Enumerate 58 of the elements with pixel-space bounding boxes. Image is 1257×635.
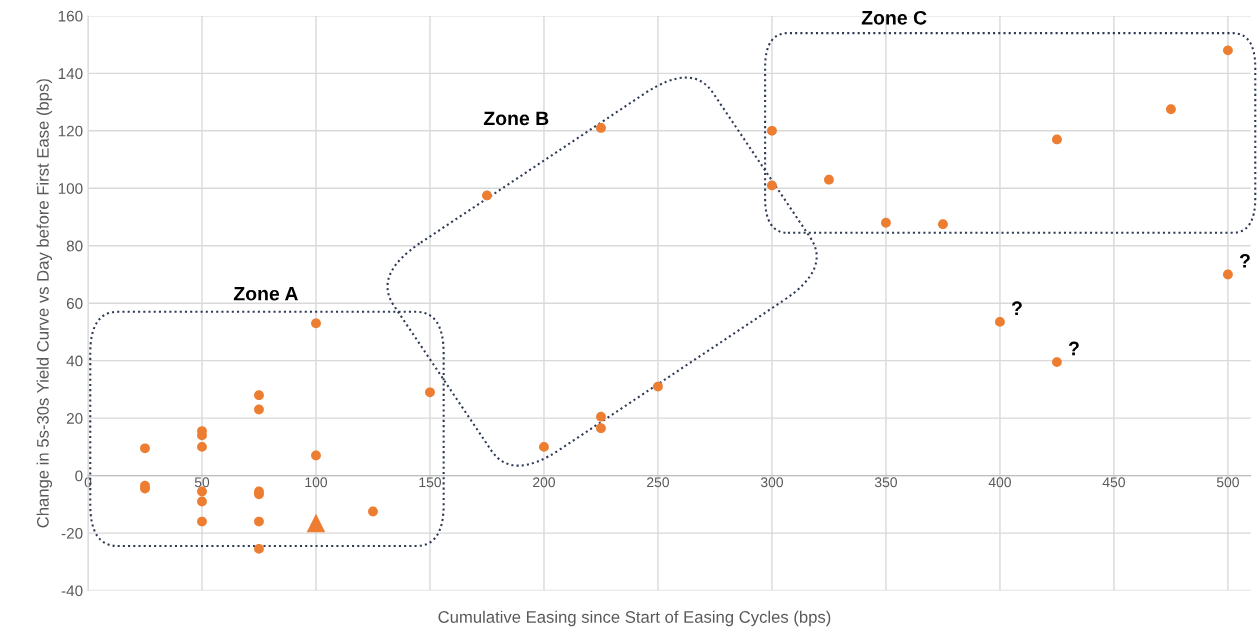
x-tick-label: 150 [419, 477, 442, 488]
y-axis-title: Change in 5s-30s Yield Curve vs Day before First Ease (bps) [36, 79, 53, 528]
point [767, 125, 777, 136]
x-tick-label: 300 [760, 477, 783, 488]
point [1052, 134, 1062, 145]
point [539, 441, 549, 452]
y-tick-label: -20 [61, 527, 83, 539]
point [881, 217, 891, 228]
point [197, 516, 207, 527]
y-tick-label: 160 [58, 10, 83, 22]
x-tick-label: 400 [988, 477, 1011, 488]
point [140, 443, 150, 454]
point [482, 190, 492, 201]
x-tick-label: 50 [194, 477, 210, 488]
x-tick-label: 500 [1216, 477, 1239, 488]
point [254, 516, 264, 527]
annotation: Zone B [483, 111, 549, 126]
point [767, 180, 777, 191]
point [306, 513, 326, 533]
annotation: ? [1068, 341, 1079, 356]
point [596, 411, 606, 422]
x-tick-label: 450 [1102, 477, 1125, 488]
point [425, 387, 435, 398]
point [197, 496, 207, 507]
point [1052, 357, 1062, 368]
point [596, 423, 606, 434]
point [311, 318, 321, 329]
annotation: Zone C [861, 10, 927, 25]
point [254, 543, 264, 554]
x-tick-label: 200 [533, 477, 556, 488]
annotation: ? [1239, 253, 1250, 268]
point [1223, 269, 1233, 280]
x-tick-label: 250 [647, 477, 669, 488]
y-tick-label: 40 [66, 355, 83, 367]
annotation: Zone A [233, 286, 298, 301]
x-axis-title: Cumulative Easing since Start of Easing Cycles (bps) [438, 610, 831, 627]
y-tick-label: 60 [66, 298, 83, 309]
point [1166, 104, 1176, 115]
point [1223, 45, 1233, 56]
y-tick-label: -40 [61, 585, 83, 597]
point [368, 506, 378, 517]
y-tick-label: 80 [66, 240, 83, 252]
point [254, 390, 264, 401]
point [938, 219, 948, 230]
annotation: ? [1011, 301, 1022, 315]
point [995, 316, 1005, 327]
point [197, 441, 207, 452]
point [824, 174, 834, 185]
y-tick-label: 100 [58, 183, 83, 194]
y-tick-label: 120 [58, 125, 83, 137]
x-tick-label: 100 [305, 477, 328, 488]
y-tick-label: 140 [58, 68, 83, 80]
point [653, 381, 663, 392]
point [254, 404, 264, 415]
x-tick-label: 350 [874, 477, 897, 488]
point [311, 450, 321, 461]
point [596, 123, 606, 133]
y-tick-label: 20 [66, 413, 83, 424]
